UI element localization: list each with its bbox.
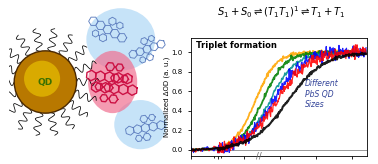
Text: Different
PbS QD
Sizes: Different PbS QD Sizes [305, 80, 339, 109]
Ellipse shape [88, 51, 137, 113]
Text: $S_1 + S_0 \rightleftharpoons (T_1T_1)^1 \rightleftharpoons T_1 + T_1$: $S_1 + S_0 \rightleftharpoons (T_1T_1)^1… [217, 5, 346, 20]
Y-axis label: Normalized ΔOD (a. u.): Normalized ΔOD (a. u.) [163, 57, 170, 137]
Ellipse shape [86, 8, 155, 71]
Text: //: // [256, 151, 262, 160]
Circle shape [24, 61, 60, 97]
Text: QD: QD [38, 78, 53, 86]
Circle shape [14, 51, 76, 113]
Ellipse shape [114, 100, 167, 149]
Text: Triplet formation: Triplet formation [196, 41, 277, 50]
